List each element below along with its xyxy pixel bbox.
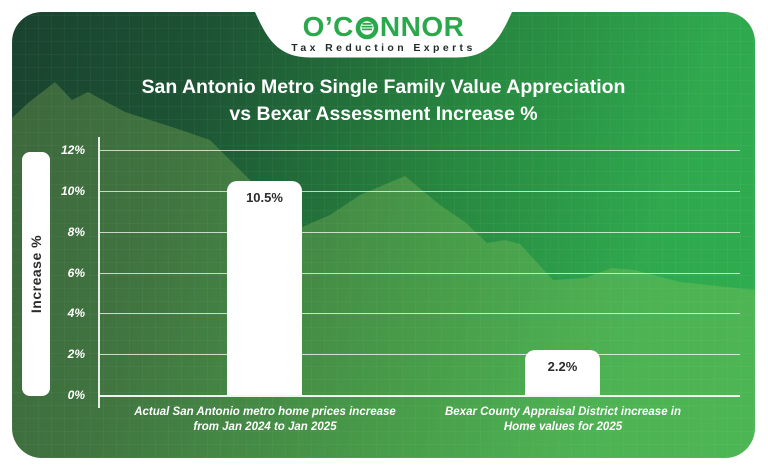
bar-value-label: 2.2% [547,359,578,375]
x-category-label-line: Bexar County Appraisal District increase… [444,406,682,418]
gridline [100,150,740,151]
x-axis-line [99,395,740,397]
gridline [100,313,740,315]
chart-title: San Antonio Metro Single Family Value Ap… [12,74,755,128]
y-tick-label: 12% [60,143,85,157]
chart-title-line2: vs Bexar Assessment Increase % [229,103,538,125]
plot-area: 10.5% 2.2% [100,150,740,395]
y-axis-label-box: Increase % [22,152,50,396]
gridline [100,231,740,233]
x-category-label-line: from Jan 2024 to Jan 2025 [193,421,337,433]
logo-text-suffix: NNOR [379,12,465,42]
gridline [100,354,740,356]
logo: O’C NNOR Tax Reduction Experts [255,12,512,57]
bar-value-label: 10.5% [246,189,283,205]
logo-text-prefix: O’C [302,12,354,42]
logo-notch-shape [255,12,512,58]
y-tick-label: 0% [67,388,85,402]
x-category-label-line: Home values for 2025 [503,421,623,433]
y-tick-label: 6% [67,265,85,280]
gridline [100,190,740,192]
bar: 2.2% [525,350,600,395]
x-category-label: Actual San Antonio metro home prices inc… [95,405,435,435]
y-tick-label: 10% [60,183,85,198]
y-tick-label: 4% [67,306,85,321]
chart-title-line1: San Antonio Metro Single Family Value Ap… [141,76,626,98]
x-category-label-line: Actual San Antonio metro home prices inc… [134,406,396,418]
x-category-label: Bexar County Appraisal District increase… [393,405,733,435]
logo-wordmark: O’C NNOR [255,13,512,41]
logo-coin-o-icon [355,16,379,40]
y-tick-label: 8% [67,224,85,239]
y-axis-line [98,137,100,408]
bar: 10.5% [227,180,302,395]
chart-card: O’C NNOR Tax Reduction Experts San Anton… [12,12,755,458]
y-tick-label: 2% [67,347,85,362]
logo-tagline: Tax Reduction Experts [291,42,476,54]
gridline [100,272,740,274]
y-tick-labels: 0% 2% 4% 6% 8% 10% 12% [12,143,85,402]
